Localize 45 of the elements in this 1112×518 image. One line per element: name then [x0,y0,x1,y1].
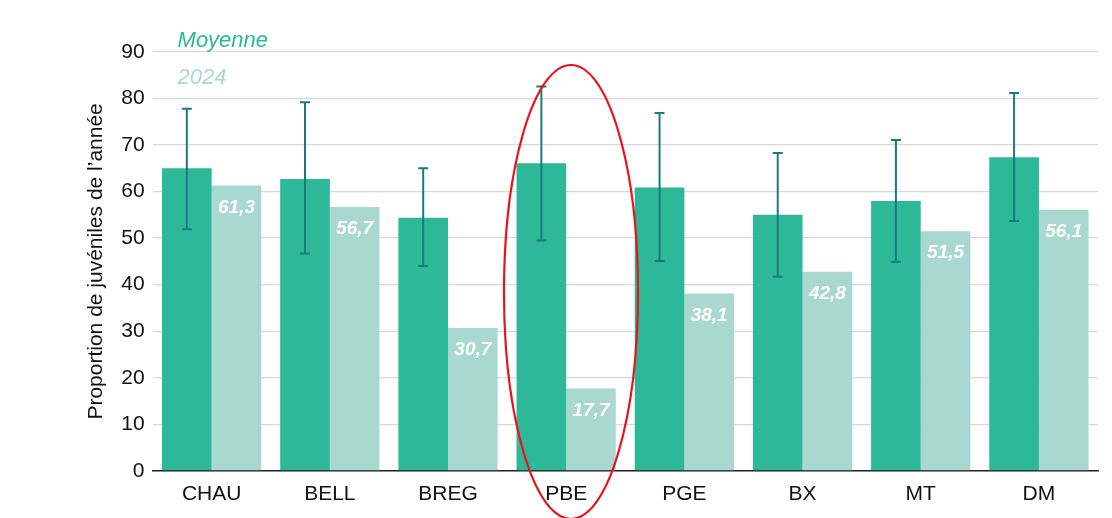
data-label: 17,7 [572,398,611,420]
x-tick-label: BREG [418,481,478,505]
y-tick-label: 90 [121,38,145,62]
data-label: 56,7 [336,217,375,239]
x-tick-label: CHAU [181,481,242,505]
y-axis-title: Proportion de juvéniles de l’année [83,103,107,420]
bar [634,187,685,471]
x-tick-label: BELL [304,481,356,505]
data-label: 38,1 [690,303,728,325]
x-tick-label: MT [905,481,937,505]
bar [398,217,449,471]
y-tick-label: 10 [121,411,145,435]
bar [752,214,803,471]
bar [329,206,380,471]
bar [162,168,212,471]
bar [1038,209,1089,471]
bar [802,271,853,471]
y-tick-label: 50 [121,224,145,248]
bar [684,293,735,471]
bar [448,327,498,471]
y-tick-label: 20 [121,364,145,388]
bar [211,185,262,471]
y-tick-label: 60 [121,178,145,202]
x-tick-label: PGE [662,481,707,505]
y-tick-label: 40 [121,271,145,295]
text: 2024 [176,64,227,90]
x-tick-label: DM [1022,481,1056,505]
data-label: 51,5 [927,241,965,263]
bar [871,200,921,471]
y-tick-label: 70 [121,131,145,155]
bar [989,157,1039,471]
text: Moyenne [177,27,269,53]
x-tick-label: BX [788,481,817,505]
x-tick-label: PBE [545,481,588,505]
y-tick-label: 0 [132,457,145,481]
data-label: 56,1 [1045,219,1083,241]
data-label: 61,3 [217,195,256,217]
bar [920,231,971,471]
y-tick-label: 30 [121,318,145,341]
bar [516,163,567,471]
bar [280,179,330,471]
y-tick-label: 80 [121,85,145,109]
bar [566,388,616,471]
data-label: 30,7 [454,338,493,360]
data-label: 42,8 [807,281,847,303]
